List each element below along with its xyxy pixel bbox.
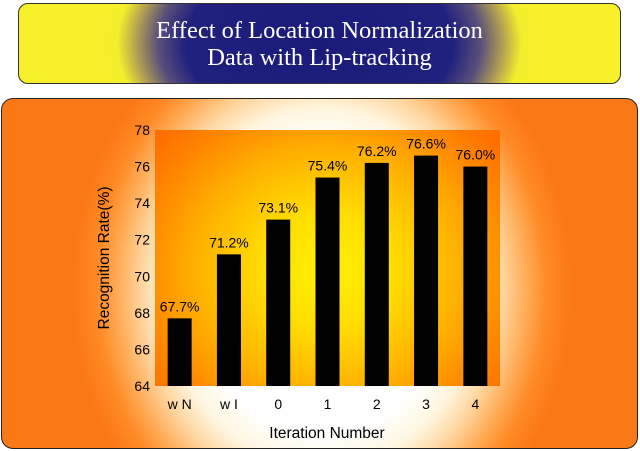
y-axis-title: Recognition Rate(%) <box>96 186 113 329</box>
y-tick-label: 74 <box>134 195 150 211</box>
chart-title-line-1: Effect of Location Normalization <box>156 17 483 44</box>
x-tick-label: 2 <box>373 396 381 412</box>
data-label: 75.4% <box>308 158 348 174</box>
y-tick-label: 78 <box>134 122 150 138</box>
data-label: 76.2% <box>357 143 397 159</box>
bar <box>463 166 488 386</box>
y-tick-label: 76 <box>134 159 150 175</box>
x-tick-label: 0 <box>274 396 282 412</box>
bar <box>216 254 241 386</box>
bar-series <box>167 155 488 386</box>
bar <box>364 162 389 386</box>
y-tick-label: 64 <box>134 378 150 394</box>
bar <box>167 318 192 386</box>
y-tick-label: 66 <box>134 341 150 357</box>
x-tick-label: 4 <box>471 396 479 412</box>
bar <box>315 177 340 386</box>
x-tick-label: w I <box>219 396 238 412</box>
x-axis: w N w I 0 1 2 3 4 <box>167 396 480 412</box>
chart-title-line-2: Data with Lip-tracking <box>207 44 432 71</box>
data-label: 76.6% <box>406 136 446 152</box>
x-axis-title: Iteration Number <box>269 425 384 442</box>
x-tick-label: 3 <box>422 396 430 412</box>
data-label: 71.2% <box>209 234 249 250</box>
data-label: 76.0% <box>456 147 496 163</box>
y-tick-label: 68 <box>134 305 150 321</box>
chart-title: Effect of Location Normalization Data wi… <box>19 17 620 71</box>
bar <box>266 219 291 386</box>
x-tick-label: 1 <box>324 396 332 412</box>
data-label: 67.7% <box>160 298 200 314</box>
y-tick-label: 72 <box>134 232 150 248</box>
y-axis: 64 66 68 70 72 74 76 78 <box>134 122 150 394</box>
data-labels: 67.7% 71.2% 73.1% 75.4% 76.2% 76.6% 76.0% <box>160 136 495 315</box>
x-tick-label: w N <box>167 396 192 412</box>
bar <box>414 155 439 386</box>
data-label: 73.1% <box>258 200 298 216</box>
y-tick-label: 70 <box>134 268 150 284</box>
title-banner: Effect of Location Normalization Data wi… <box>18 3 621 84</box>
